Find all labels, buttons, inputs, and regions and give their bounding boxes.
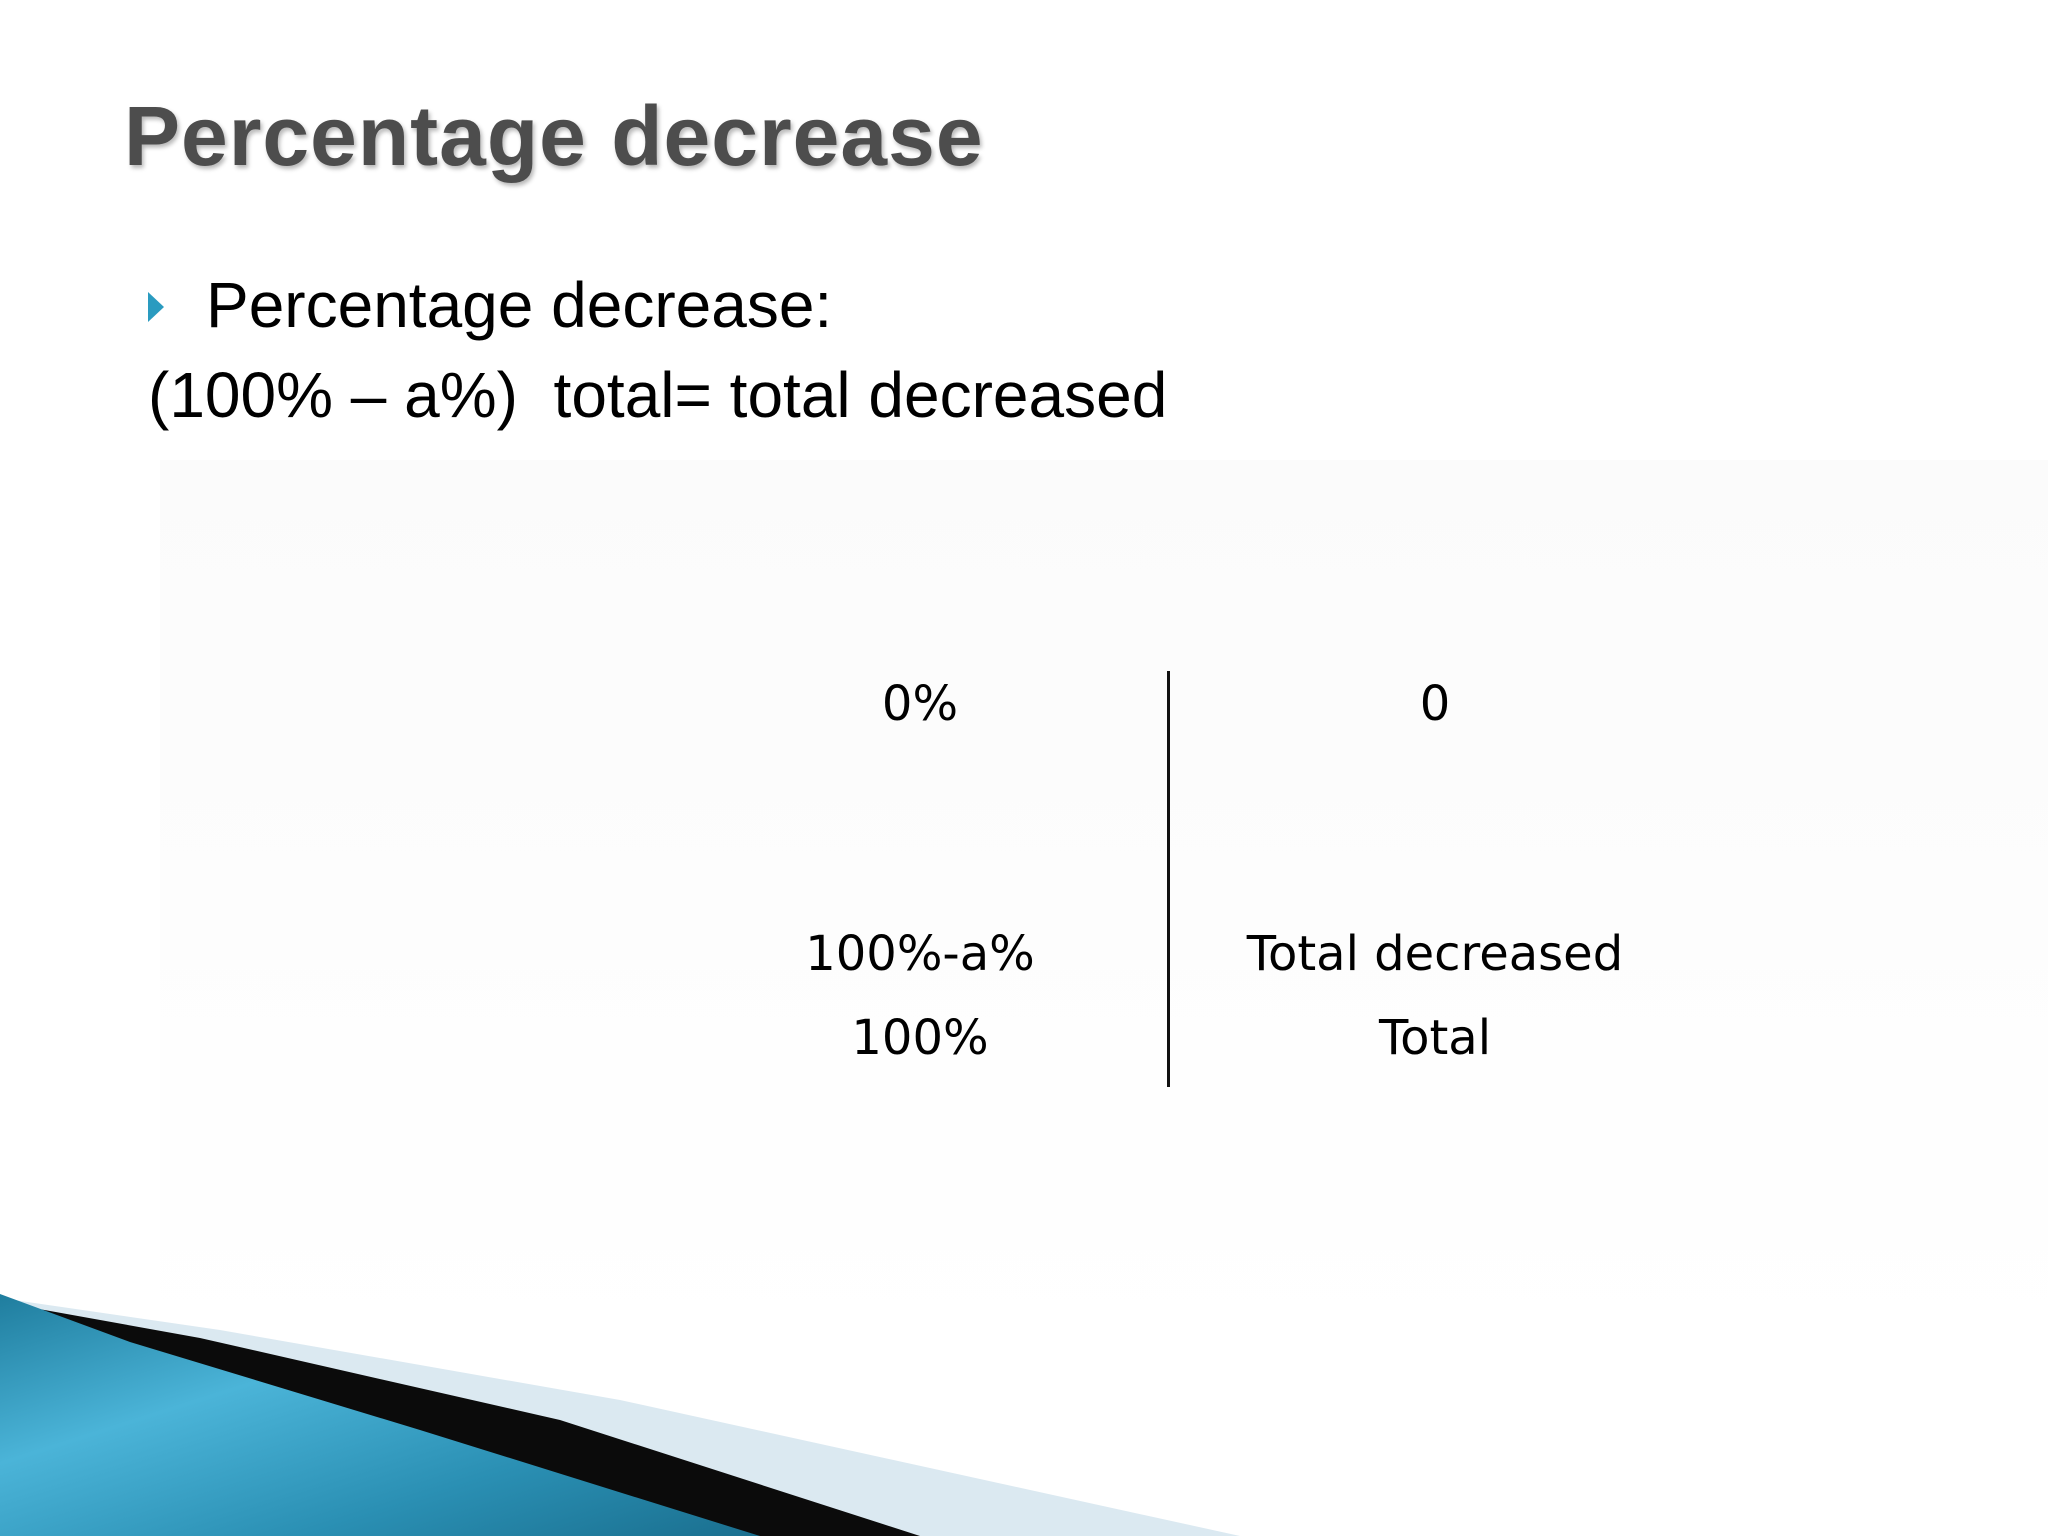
bullet-text: Percentage decrease: [206, 269, 833, 341]
decorative-corner-swoosh [0, 1294, 1240, 1536]
table-divider [1167, 671, 1170, 1087]
left-middle-cell: 100%-a% [805, 926, 1035, 982]
formula-text: (100% – a%) total= total decreased [148, 359, 1168, 431]
left-top-cell: 0% [881, 676, 959, 732]
right-bottom-cell: Total [1378, 1010, 1492, 1066]
triangle-right-icon [148, 292, 164, 322]
right-top-cell: 0 [1419, 676, 1451, 732]
background-panel [160, 460, 2048, 1360]
slide-title: Percentage decrease [124, 89, 984, 183]
right-middle-cell: Total decreased [1246, 926, 1624, 982]
blue-swoosh-band [0, 1294, 760, 1536]
bullet-item: Percentage decrease: [148, 268, 832, 342]
left-bottom-cell: 100% [851, 1010, 989, 1066]
